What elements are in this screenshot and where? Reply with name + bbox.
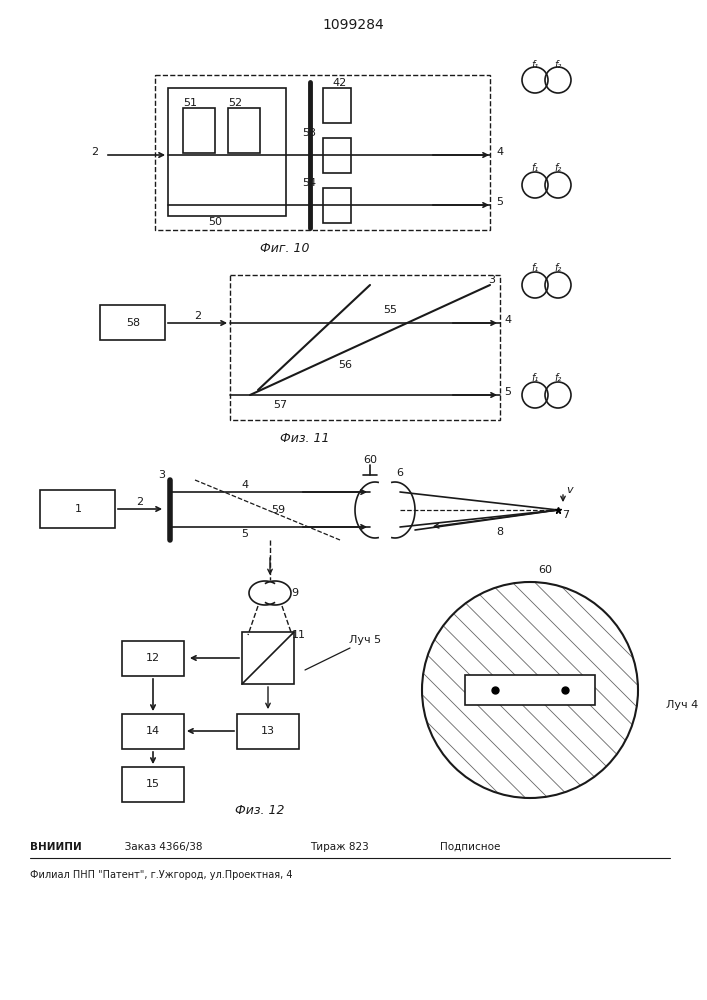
Text: Физ. 12: Физ. 12	[235, 804, 285, 816]
Text: 55: 55	[383, 305, 397, 315]
Text: 53: 53	[302, 128, 316, 138]
Bar	[122, 767, 184, 802]
Bar	[40, 490, 115, 528]
Text: 3: 3	[158, 470, 165, 480]
Text: f₂: f₂	[554, 373, 561, 383]
Text: 14: 14	[146, 726, 160, 736]
Text: 4: 4	[504, 315, 512, 325]
Text: 60: 60	[363, 455, 377, 465]
Text: 12: 12	[146, 653, 160, 663]
Bar	[237, 714, 299, 749]
Text: 4: 4	[241, 480, 249, 490]
Text: 57: 57	[273, 400, 287, 410]
Bar	[100, 305, 165, 340]
Text: Луч 5: Луч 5	[349, 635, 381, 645]
Text: 60: 60	[538, 565, 552, 575]
Bar	[122, 714, 184, 749]
Text: f₁: f₁	[532, 60, 539, 70]
Text: 58: 58	[126, 318, 140, 328]
Text: Физ. 11: Физ. 11	[280, 432, 329, 444]
Bar	[230, 275, 500, 420]
Text: 13: 13	[261, 726, 275, 736]
Text: 5: 5	[242, 529, 248, 539]
Text: 52: 52	[228, 98, 242, 108]
Text: f₂: f₂	[554, 163, 561, 173]
Text: 5: 5	[505, 387, 511, 397]
Text: 42: 42	[333, 78, 347, 88]
Text: f₁: f₁	[532, 373, 539, 383]
Text: Фиг. 10: Фиг. 10	[260, 241, 310, 254]
Text: Заказ 4366/38: Заказ 4366/38	[115, 842, 202, 852]
Text: 1: 1	[74, 504, 81, 514]
Bar	[323, 188, 351, 223]
Text: 51: 51	[183, 98, 197, 108]
Text: 59: 59	[271, 505, 285, 515]
Text: f₁: f₁	[532, 163, 539, 173]
Text: ВНИИПИ: ВНИИПИ	[30, 842, 82, 852]
Text: 3: 3	[489, 275, 496, 285]
Bar	[168, 88, 286, 216]
Text: 1099284: 1099284	[322, 18, 384, 32]
Text: 9: 9	[291, 588, 298, 598]
Text: Филиал ПНП "Патент", г.Ужгород, ул.Проектная, 4: Филиал ПНП "Патент", г.Ужгород, ул.Проек…	[30, 870, 293, 880]
Text: 2: 2	[136, 497, 144, 507]
Text: 7: 7	[563, 510, 570, 520]
Bar	[155, 75, 490, 230]
Text: 54: 54	[302, 178, 316, 188]
Text: 56: 56	[338, 360, 352, 370]
Bar	[323, 138, 351, 173]
Text: 15: 15	[146, 779, 160, 789]
Text: f₂: f₂	[554, 263, 561, 273]
Text: 2: 2	[91, 147, 98, 157]
Bar	[228, 108, 260, 153]
Text: 2: 2	[194, 311, 201, 321]
Text: 4: 4	[496, 147, 503, 157]
Text: 11: 11	[292, 630, 306, 640]
Text: 5: 5	[496, 197, 503, 207]
Bar	[183, 108, 215, 153]
Text: 8: 8	[496, 527, 503, 537]
Bar	[242, 632, 294, 684]
Bar	[122, 641, 184, 676]
Text: 50: 50	[208, 217, 222, 227]
Text: 6: 6	[397, 468, 404, 478]
Bar	[465, 675, 595, 705]
Text: f₁: f₁	[532, 263, 539, 273]
Text: f₂: f₂	[554, 60, 561, 70]
Text: Луч 4: Луч 4	[666, 700, 699, 710]
Bar	[323, 88, 351, 123]
Text: Тираж 823: Тираж 823	[310, 842, 369, 852]
Text: v: v	[567, 485, 573, 495]
Text: Подписное: Подписное	[440, 842, 501, 852]
